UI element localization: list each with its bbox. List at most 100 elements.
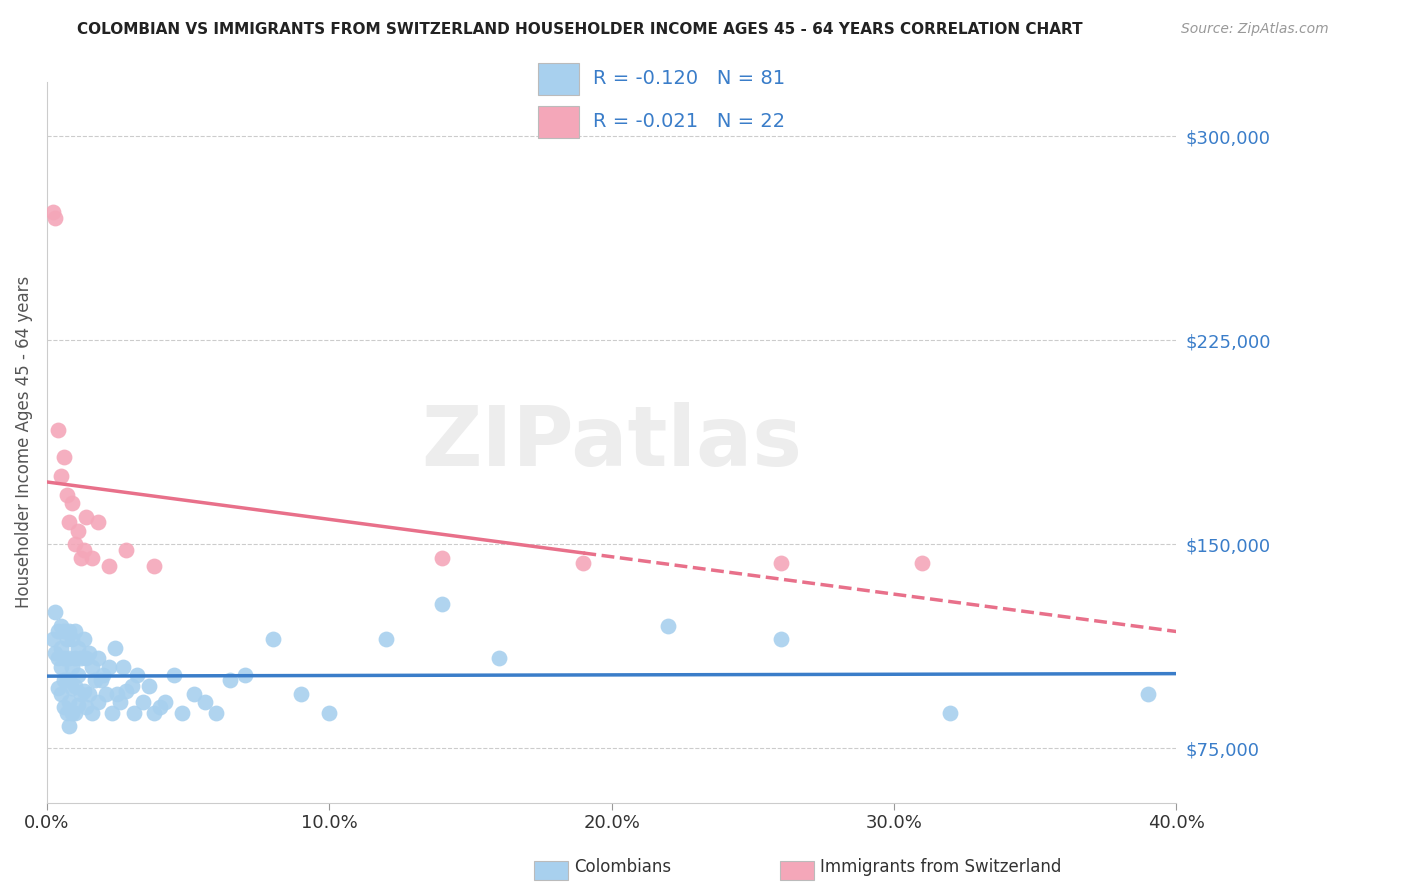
FancyBboxPatch shape: [537, 106, 579, 138]
Point: [41, 632, 63, 647]
Point: [290, 687, 312, 701]
Point: [172, 706, 194, 720]
Point: [572, 556, 595, 570]
Point: [60, 659, 83, 673]
Point: [72, 684, 94, 698]
Point: [138, 679, 160, 693]
Point: [63, 706, 86, 720]
Point: [69, 550, 91, 565]
Point: [63, 624, 86, 639]
Y-axis label: Householder Income Ages 45 - 64 years: Householder Income Ages 45 - 64 years: [15, 277, 32, 608]
Point: [46, 423, 69, 437]
Point: [86, 695, 108, 709]
Point: [262, 632, 284, 647]
Point: [63, 537, 86, 551]
Text: Source: ZipAtlas.com: Source: ZipAtlas.com: [1181, 22, 1329, 37]
Point: [63, 679, 86, 693]
Point: [430, 550, 453, 565]
Point: [58, 719, 80, 733]
Point: [44, 605, 66, 619]
Point: [1137, 687, 1160, 701]
Point: [49, 640, 72, 655]
Text: R = -0.120   N = 81: R = -0.120 N = 81: [593, 70, 785, 88]
Point: [124, 706, 146, 720]
Point: [98, 559, 121, 574]
Point: [911, 556, 934, 570]
Point: [155, 695, 177, 709]
Point: [63, 651, 86, 665]
Point: [58, 516, 80, 530]
Point: [149, 700, 172, 714]
Point: [115, 684, 138, 698]
Point: [60, 496, 83, 510]
Point: [83, 673, 105, 688]
Point: [132, 695, 155, 709]
Point: [55, 673, 77, 688]
Point: [110, 695, 132, 709]
Point: [75, 510, 97, 524]
Point: [127, 667, 149, 681]
Point: [80, 706, 103, 720]
Point: [69, 687, 91, 701]
Point: [55, 488, 77, 502]
Point: [96, 687, 118, 701]
Text: R = -0.021   N = 22: R = -0.021 N = 22: [593, 112, 785, 131]
Point: [58, 673, 80, 688]
Point: [52, 700, 75, 714]
Point: [55, 632, 77, 647]
Point: [143, 706, 166, 720]
Point: [90, 673, 112, 688]
Point: [46, 624, 69, 639]
Point: [104, 640, 127, 655]
Point: [41, 205, 63, 219]
Point: [72, 542, 94, 557]
Point: [488, 651, 510, 665]
Point: [143, 559, 166, 574]
Point: [66, 667, 89, 681]
Point: [75, 700, 97, 714]
Point: [77, 687, 100, 701]
Point: [769, 632, 792, 647]
Point: [58, 695, 80, 709]
Point: [58, 624, 80, 639]
Point: [49, 469, 72, 483]
Point: [86, 651, 108, 665]
Text: Colombians: Colombians: [574, 858, 671, 876]
Text: ZIPatlas: ZIPatlas: [420, 401, 801, 483]
Point: [44, 211, 66, 225]
Point: [233, 667, 256, 681]
Point: [112, 659, 135, 673]
Point: [58, 651, 80, 665]
Point: [98, 659, 121, 673]
Point: [52, 651, 75, 665]
Point: [205, 706, 228, 720]
Point: [107, 687, 129, 701]
Point: [769, 556, 792, 570]
Point: [939, 706, 962, 720]
Point: [318, 706, 340, 720]
Point: [49, 687, 72, 701]
Point: [80, 659, 103, 673]
Text: COLOMBIAN VS IMMIGRANTS FROM SWITZERLAND HOUSEHOLDER INCOME AGES 45 - 64 YEARS C: COLOMBIAN VS IMMIGRANTS FROM SWITZERLAND…: [77, 22, 1083, 37]
Point: [66, 524, 89, 538]
Point: [55, 706, 77, 720]
Point: [52, 673, 75, 688]
Point: [49, 619, 72, 633]
Point: [44, 646, 66, 660]
Point: [80, 550, 103, 565]
Point: [101, 706, 124, 720]
Point: [46, 681, 69, 696]
Point: [75, 651, 97, 665]
Point: [93, 667, 115, 681]
Point: [163, 667, 186, 681]
Point: [49, 659, 72, 673]
Point: [66, 698, 89, 712]
Point: [60, 681, 83, 696]
Point: [46, 651, 69, 665]
Point: [183, 687, 205, 701]
Point: [194, 695, 217, 709]
Point: [60, 632, 83, 647]
Point: [374, 632, 396, 647]
Point: [219, 673, 242, 688]
Point: [115, 542, 138, 557]
